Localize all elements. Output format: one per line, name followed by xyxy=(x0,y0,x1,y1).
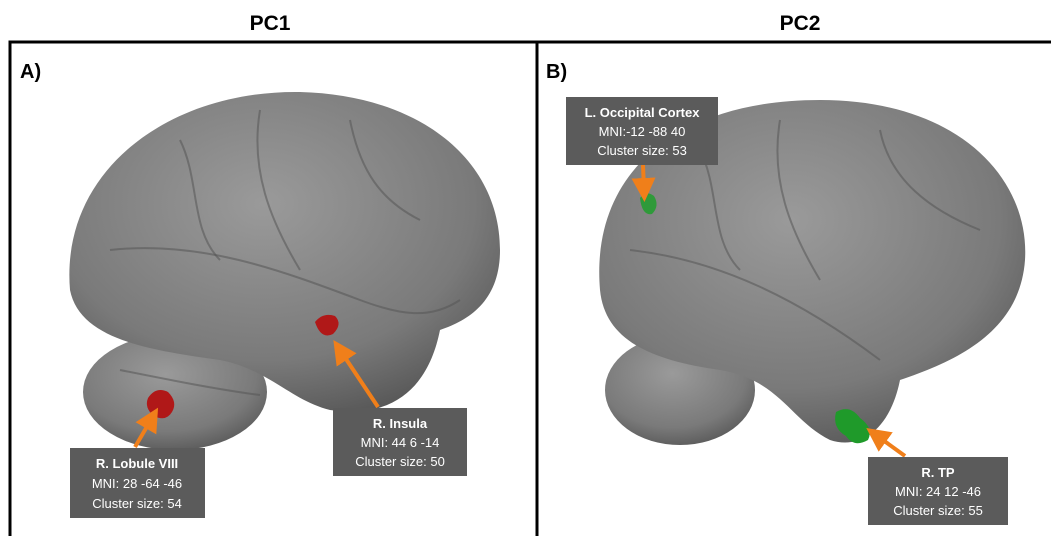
annotation-line: MNI: 24 12 -46 xyxy=(895,484,981,499)
annotation-line: Cluster size: 55 xyxy=(893,503,983,518)
arrow xyxy=(876,435,905,456)
annotation-line: Cluster size: 54 xyxy=(92,496,182,511)
annotation: R. TP MNI: 24 12 -46 Cluster size: 55 xyxy=(868,457,1008,525)
annotation-title: R. Insula xyxy=(373,416,428,431)
brain-a xyxy=(69,92,500,450)
panel-label: A) xyxy=(20,61,41,83)
annotation-title: R. Lobule VIII xyxy=(96,456,178,471)
annotation-line: Cluster size: 53 xyxy=(597,143,687,158)
annotation-title: R. TP xyxy=(921,465,955,480)
panel-header: PC2 xyxy=(780,12,821,35)
annotation-line: MNI:-12 -88 40 xyxy=(599,124,686,139)
annotation-title: L. Occipital Cortex xyxy=(585,105,701,120)
annotation-line: MNI: 28 -64 -46 xyxy=(92,476,182,491)
arrow xyxy=(643,165,644,190)
annotation: R. Insula MNI: 44 6 -14 Cluster size: 50 xyxy=(333,408,467,476)
panel-label: B) xyxy=(546,61,567,83)
annotation-line: MNI: 44 6 -14 xyxy=(361,435,440,450)
annotation: L. Occipital Cortex MNI:-12 -88 40 Clust… xyxy=(566,97,718,165)
panel-header: PC1 xyxy=(250,12,291,35)
annotation: R. Lobule VIII MNI: 28 -64 -46 Cluster s… xyxy=(70,448,205,518)
figure: PC1 PC2 A) B) R. Lobule VIII MNI: 28 -64… xyxy=(0,0,1051,536)
annotation-line: Cluster size: 50 xyxy=(355,454,445,469)
